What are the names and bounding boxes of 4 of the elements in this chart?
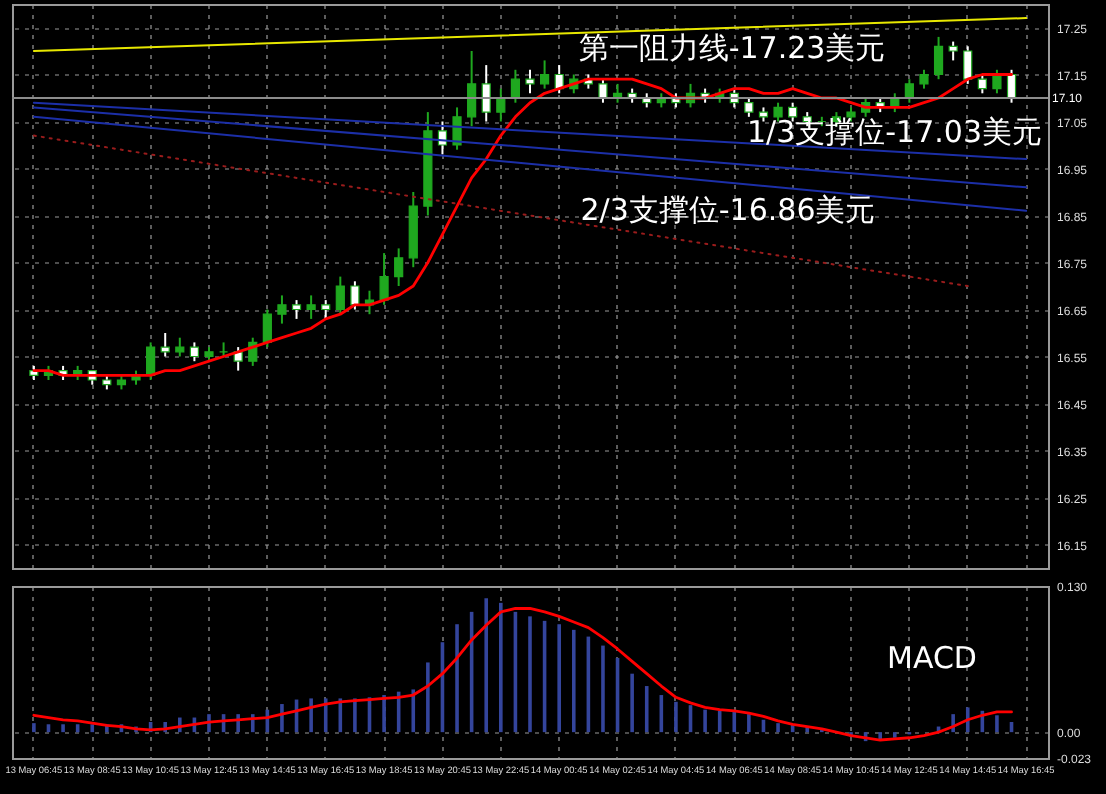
- annotation: 2/3支撑位-16.86美元: [580, 192, 876, 228]
- annotation: 1/3支撑位-17.03美元: [747, 114, 1042, 150]
- annotation: MACD: [887, 640, 977, 676]
- annotation: 第一阻力线-17.23美元: [578, 30, 886, 66]
